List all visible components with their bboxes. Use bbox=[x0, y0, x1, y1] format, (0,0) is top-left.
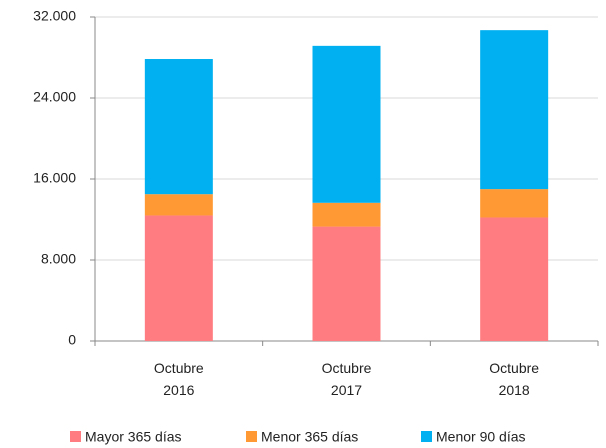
y-tick-label: 8.000 bbox=[41, 251, 76, 267]
bar-segment bbox=[144, 59, 213, 195]
bar-segment bbox=[312, 226, 381, 341]
x-tick-label: Octubre 2017 bbox=[321, 360, 372, 398]
x-tick-label: Octubre 2018 bbox=[489, 360, 540, 398]
legend-label: Menor 90 días bbox=[436, 429, 526, 445]
bar-segment bbox=[312, 202, 381, 227]
bar-segment bbox=[480, 189, 549, 218]
bar-segment bbox=[144, 194, 213, 216]
bar-segment bbox=[144, 215, 213, 341]
y-tick-label: 24.000 bbox=[33, 89, 76, 105]
bar-segment bbox=[480, 217, 549, 341]
legend-label: Menor 365 días bbox=[261, 429, 358, 445]
y-tick-label: 32.000 bbox=[33, 8, 76, 24]
y-tick-label: 16.000 bbox=[33, 170, 76, 186]
bar-segment bbox=[312, 45, 381, 203]
x-tick-label: Octubre 2016 bbox=[153, 360, 204, 398]
legend-swatch bbox=[70, 431, 81, 442]
legend-label: Mayor 365 días bbox=[85, 429, 182, 445]
legend-swatch bbox=[421, 431, 432, 442]
legend-swatch bbox=[246, 431, 257, 442]
bar-segment bbox=[480, 30, 549, 190]
y-tick-label: 0 bbox=[68, 332, 76, 348]
